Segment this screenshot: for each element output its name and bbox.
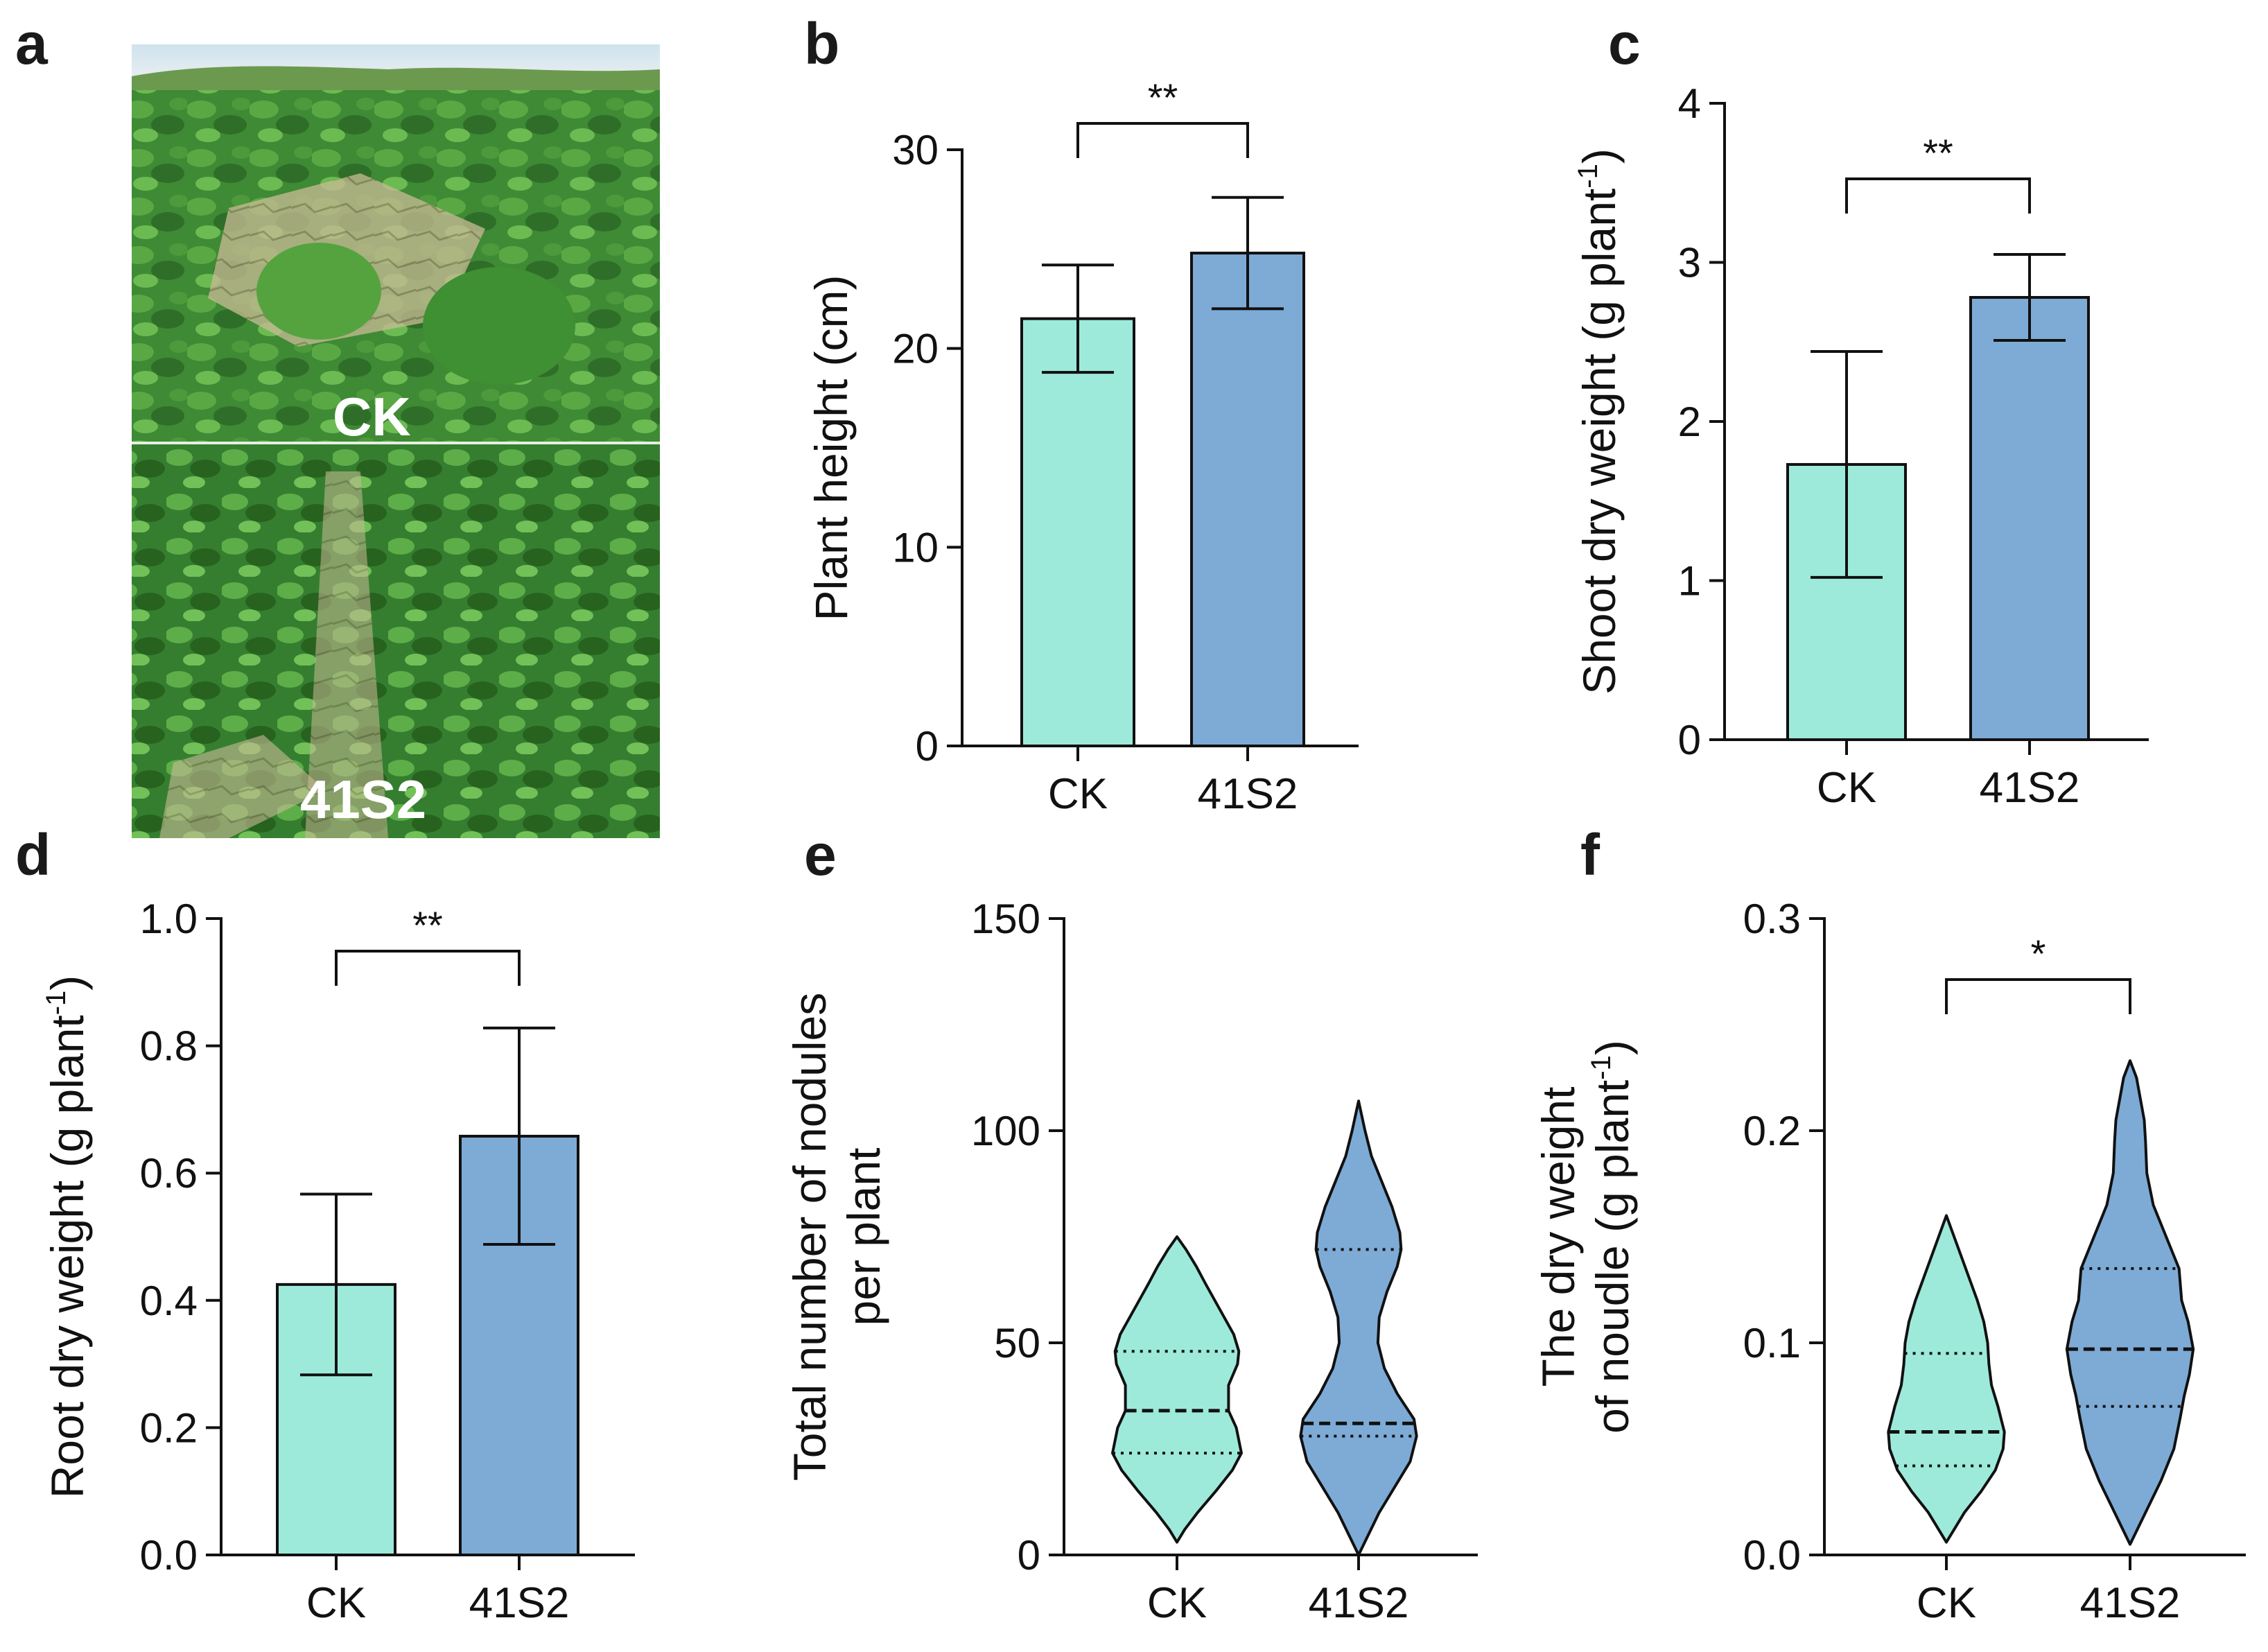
y-axis-label: per plant bbox=[838, 1148, 889, 1326]
panel-label-a: a bbox=[15, 11, 49, 76]
y-axis-label-end: ) bbox=[1573, 148, 1625, 164]
y-axis-label-end: ) bbox=[42, 975, 93, 991]
y-axis-label: The dry weight bbox=[1533, 1087, 1584, 1387]
panel-e: e 0 50 100 150 CK 41S2 Total number of nodules… bbox=[784, 822, 1478, 1627]
violin-ck bbox=[1887, 1214, 2006, 1544]
significance-bracket bbox=[335, 950, 521, 986]
y-tick-label: 10 bbox=[892, 524, 939, 571]
y-tick-label: 30 bbox=[892, 127, 939, 173]
y-tick-label: 0 bbox=[1678, 717, 1701, 763]
violin-41s2 bbox=[2065, 1059, 2195, 1546]
panel-c: c 0 1 2 3 4 CK 41S2 Shoot dry weight (g plant-1… bbox=[1573, 11, 2149, 812]
panel-b: b 0 10 20 30 CK 41S2 Plant height (cm) ** bbox=[804, 11, 1359, 818]
y-tick-label: 0.0 bbox=[1743, 1532, 1801, 1579]
y-tick-label: 0.1 bbox=[1743, 1320, 1801, 1366]
significance-stars: ** bbox=[1923, 131, 1953, 175]
x-tick-label-ck: CK bbox=[1917, 1579, 1976, 1627]
y-axis-label-sup: -1 bbox=[1573, 164, 1603, 189]
significance-bracket bbox=[1076, 122, 1249, 158]
y-tick-label: 0.4 bbox=[140, 1278, 198, 1324]
violin-ck bbox=[1111, 1235, 1243, 1544]
x-tick-label-ck: CK bbox=[1147, 1579, 1207, 1627]
bar-41s2 bbox=[1969, 295, 2090, 741]
y-tick-label: 1 bbox=[1678, 558, 1701, 605]
x-tick-label-41s2: 41S2 bbox=[2080, 1579, 2181, 1627]
y-tick-label: 0 bbox=[916, 723, 939, 770]
y-tick-label: 0.0 bbox=[140, 1532, 198, 1579]
y-axis-label-end: ) bbox=[1587, 1040, 1638, 1055]
panel-label-f: f bbox=[1580, 822, 1600, 887]
y-tick-label: 0.6 bbox=[140, 1150, 198, 1197]
x-tick-label-41s2: 41S2 bbox=[1980, 764, 2080, 812]
significance-bracket bbox=[1945, 978, 2131, 1014]
panel-label-e: e bbox=[804, 822, 837, 887]
x-tick-label-41s2: 41S2 bbox=[1198, 770, 1298, 818]
y-axis-label: Shoot dry weight (g plant-1) bbox=[1573, 148, 1625, 695]
x-tick-label-ck: CK bbox=[1048, 770, 1108, 818]
y-tick-label: 100 bbox=[971, 1108, 1040, 1154]
y-tick-label: 20 bbox=[892, 326, 939, 372]
panel-a: a CK 41S2 bbox=[15, 11, 660, 838]
y-axis-label: Total number of nodules bbox=[784, 993, 835, 1481]
bar-41s2 bbox=[1190, 252, 1305, 748]
y-tick-label: 0 bbox=[1018, 1532, 1040, 1579]
y-tick-label: 0.3 bbox=[1743, 896, 1801, 942]
x-tick-label-ck: CK bbox=[306, 1579, 366, 1627]
y-axis-label: Plant height (cm) bbox=[805, 275, 857, 621]
x-tick-label-41s2: 41S2 bbox=[469, 1579, 570, 1627]
x-tick-label-41s2: 41S2 bbox=[1309, 1579, 1409, 1627]
y-tick-label: 1.0 bbox=[140, 896, 198, 942]
y-tick-label: 4 bbox=[1678, 80, 1701, 127]
bar-ck bbox=[1020, 317, 1135, 747]
y-tick-label: 50 bbox=[994, 1320, 1040, 1366]
y-tick-label: 150 bbox=[971, 896, 1040, 942]
significance-bracket bbox=[1845, 177, 2031, 214]
y-axis-label: Root dry weight (g plant-1) bbox=[41, 975, 93, 1499]
significance-stars: ** bbox=[1148, 76, 1178, 119]
panel-d: d 0.0 0.2 0.4 0.6 0.8 1.0 CK 41S2 Root dry weigh… bbox=[15, 822, 635, 1627]
y-tick-label: 2 bbox=[1678, 399, 1701, 445]
field-photo bbox=[132, 44, 660, 838]
panel-label-d: d bbox=[15, 822, 51, 887]
y-axis-label-sup: -1 bbox=[1586, 1055, 1616, 1080]
x-tick-label-ck: CK bbox=[1817, 764, 1876, 812]
y-axis-label: of noudle (g plant-1) bbox=[1586, 1040, 1638, 1434]
photo-label-ck: CK bbox=[333, 386, 411, 447]
photo-label-41s2: 41S2 bbox=[300, 769, 426, 830]
y-axis-label-sup: -1 bbox=[41, 991, 71, 1016]
panel-label-c: c bbox=[1608, 11, 1641, 76]
panel-label-b: b bbox=[804, 11, 839, 76]
y-tick-label: 0.2 bbox=[1743, 1108, 1801, 1154]
violin-41s2 bbox=[1299, 1099, 1418, 1556]
significance-stars: ** bbox=[412, 903, 443, 947]
y-tick-label: 0.8 bbox=[140, 1023, 198, 1070]
panel-f: f 0.0 0.1 0.2 0.3 CK 41S2 The dry weight of nou… bbox=[1533, 822, 2246, 1627]
significance-stars: * bbox=[2031, 932, 2046, 975]
y-tick-label: 0.2 bbox=[140, 1405, 198, 1451]
y-tick-label: 3 bbox=[1678, 240, 1701, 286]
